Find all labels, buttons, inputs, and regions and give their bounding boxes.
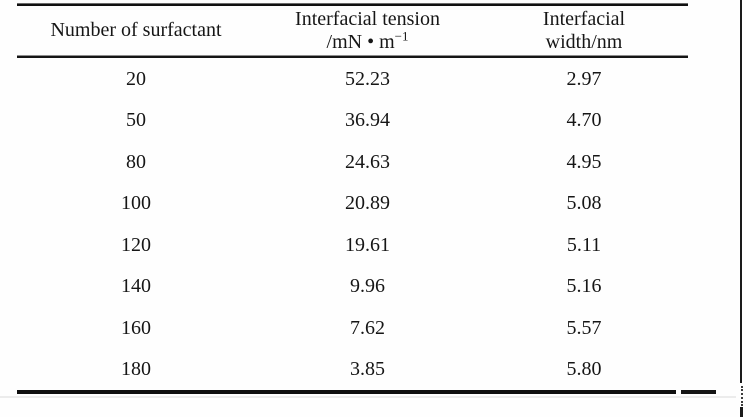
table-cell: 5.08 (566, 192, 602, 215)
header-number-of-surfactant: Number of surfactant (17, 6, 255, 55)
table-top-rule (17, 3, 688, 6)
table-cell: 100 (121, 192, 151, 215)
surfactant-table: Number of surfactant Interfacial tension… (17, 3, 716, 394)
table-cell: 36.94 (345, 109, 390, 132)
table-cell: 5.57 (566, 316, 602, 339)
table-cell: 52.23 (345, 67, 390, 90)
table-cell: 140 (121, 275, 151, 298)
table-cell: 7.62 (350, 316, 385, 339)
table-row: 160 7.62 5.57 (17, 307, 688, 349)
table-row: 50 36.94 4.70 (17, 100, 688, 142)
table-cell: 160 (121, 316, 151, 339)
header-interfacial-width: Interfacial width/nm (480, 6, 688, 55)
table-row: 20 52.23 2.97 (17, 58, 688, 100)
header-line: Interfacial tension (295, 7, 440, 30)
table-cell: 80 (126, 150, 146, 173)
table-cell: 3.85 (350, 358, 385, 381)
table-header-row: Number of surfactant Interfacial tension… (17, 6, 688, 55)
header-line: Interfacial (542, 7, 626, 30)
table-cell: 5.80 (566, 358, 602, 381)
table-cell: 9.96 (350, 275, 385, 298)
table-cell: 20 (126, 67, 146, 90)
table-cell: 20.89 (345, 192, 390, 215)
table-row: 100 20.89 5.08 (17, 183, 688, 225)
table-cell: 4.70 (566, 109, 602, 132)
table-body: 20 52.23 2.97 50 36.94 4.70 80 24.63 4.95 100 20.8… (17, 58, 688, 390)
table-cell: 120 (121, 233, 151, 256)
bottom-rule-dash (681, 390, 716, 394)
header-unit-line: width/nm (545, 30, 623, 53)
scan-ghost-line (0, 396, 736, 398)
table-cell: 19.61 (345, 233, 390, 256)
header-interfacial-tension: Interfacial tension /mN • m−1 (255, 6, 480, 55)
header-unit-line: /mN • m−1 (255, 27, 480, 54)
header-line: Number of surfactant (50, 19, 222, 41)
table-cell: 5.16 (566, 275, 602, 298)
table-cell: 2.97 (566, 67, 602, 90)
scan-edge-dots (741, 386, 743, 406)
table-bottom-rule (17, 390, 716, 394)
table-row: 120 19.61 5.11 (17, 224, 688, 266)
table-cell: 180 (121, 358, 151, 381)
table-row: 80 24.63 4.95 (17, 141, 688, 183)
unit-exponent: −1 (394, 27, 409, 43)
unit-text: /mN • m (326, 30, 395, 53)
table-header-rule (17, 55, 688, 58)
table-cell: 4.95 (566, 150, 602, 173)
table-cell: 5.11 (566, 233, 602, 256)
scan-edge-line (740, 0, 742, 383)
scan-edge-mark (740, 407, 743, 417)
table-row: 140 9.96 5.16 (17, 266, 688, 308)
table-row: 180 3.85 5.80 (17, 349, 688, 391)
table-cell: 24.63 (345, 150, 390, 173)
table-cell: 50 (126, 109, 146, 132)
